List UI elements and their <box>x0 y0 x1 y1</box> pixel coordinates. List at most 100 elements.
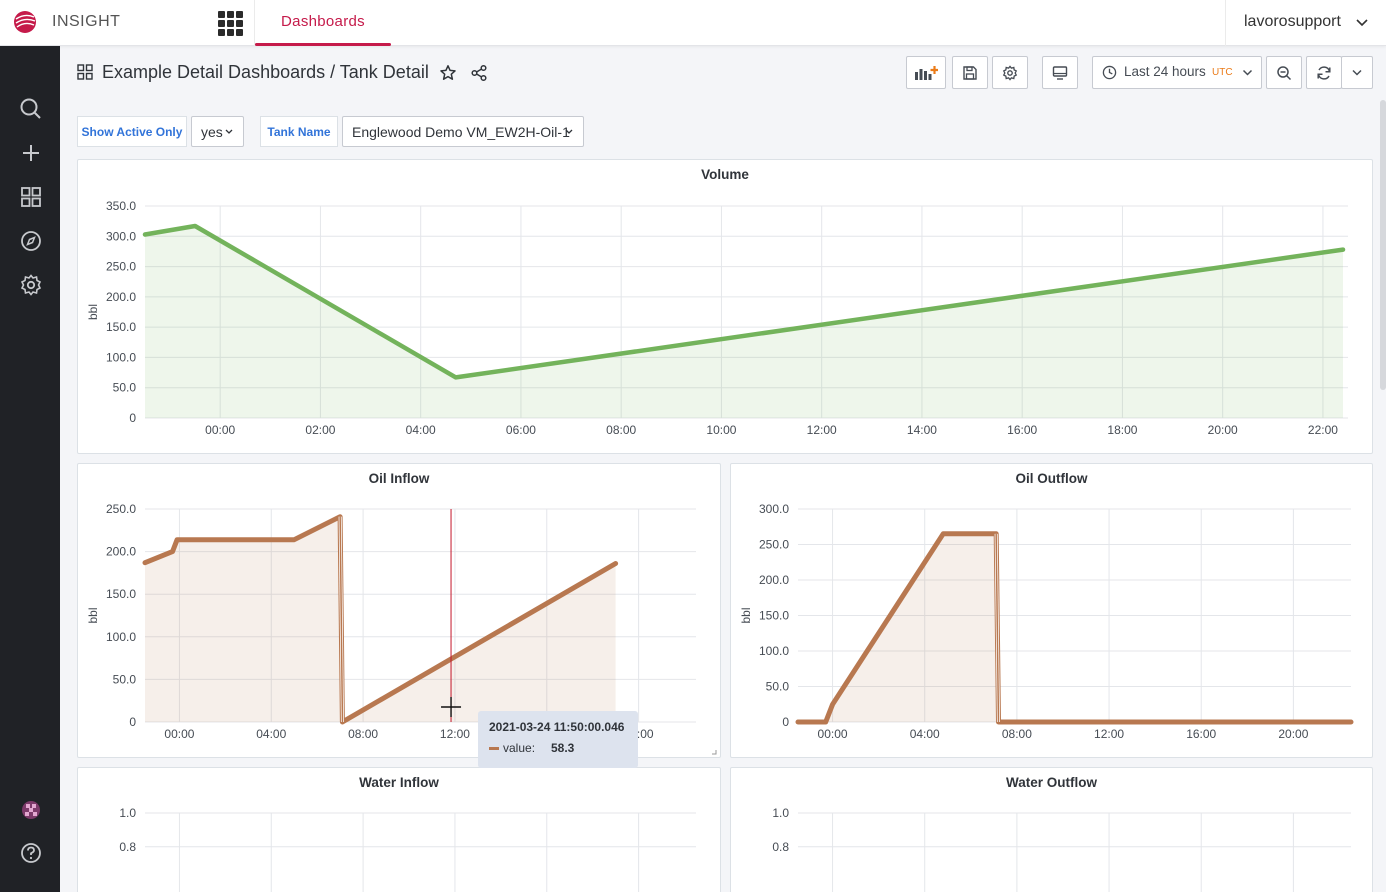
y-tick-label: 0.8 <box>119 840 136 854</box>
share-icon[interactable] <box>470 64 488 82</box>
panel-title: Water Inflow <box>359 775 439 790</box>
apps-grid-icon[interactable] <box>217 10 245 38</box>
tab-divider <box>254 0 255 46</box>
y-tick-label: 250.0 <box>759 538 789 552</box>
panel-water-inflow[interactable]: Water Inflow 1.0 0.8 <box>77 767 721 892</box>
x-tick-label: 08:00 <box>1002 727 1032 741</box>
user-divider <box>1225 0 1226 46</box>
settings-icon[interactable] <box>18 272 44 298</box>
avatar[interactable] <box>18 797 44 823</box>
refresh-interval-dropdown[interactable] <box>1341 56 1373 89</box>
page-title[interactable]: Example Detail Dashboards / Tank Detail <box>102 62 429 82</box>
dashboard-grid-icon <box>77 64 93 80</box>
resize-handle-icon <box>712 750 717 755</box>
y-tick-label: 0 <box>129 715 136 729</box>
refresh-button[interactable] <box>1306 56 1342 89</box>
volume-chart: 350.0 300.0 250.0 200.0 150.0 100.0 50.0 0 00:00… <box>86 199 1348 437</box>
y-axis-label: bbl <box>86 607 100 623</box>
panel-title: Water Outflow <box>1006 775 1097 790</box>
x-tick-label: 20:00 <box>1208 423 1238 437</box>
chevron-down-icon <box>1352 69 1362 76</box>
zoom-out-icon <box>1277 65 1292 80</box>
plus-icon[interactable] <box>18 140 44 166</box>
graph-tooltip: 2021-03-24 11:50:00.046 value: 58.3 <box>478 711 638 768</box>
y-tick-label: 300.0 <box>759 502 789 516</box>
tv-mode-button[interactable] <box>1042 56 1078 89</box>
y-tick-label: 100.0 <box>759 644 789 658</box>
series-line <box>795 531 1354 725</box>
variable-value-tank-name: Englewood Demo VM_EW2H-Oil-1 <box>352 124 570 140</box>
variable-label-show-active: Show Active Only <box>77 116 187 147</box>
y-tick-label: 150.0 <box>106 320 136 334</box>
panel-water-outflow[interactable]: Water Outflow 1.0 0.8 <box>730 767 1373 892</box>
time-range-picker[interactable]: Last 24 hours UTC <box>1092 56 1262 89</box>
variable-label-tank-name: Tank Name <box>260 116 338 147</box>
add-panel-button[interactable] <box>906 56 946 89</box>
chevron-down-icon[interactable] <box>1355 18 1369 28</box>
explore-icon[interactable] <box>18 228 44 254</box>
insight-logo-icon[interactable] <box>12 9 38 35</box>
tooltip-time: 2021-03-24 11:50:00.046 <box>489 720 625 734</box>
tab-active-underline <box>255 43 391 46</box>
y-tick-label: 1.0 <box>772 806 789 820</box>
dashboards-icon[interactable] <box>18 184 44 210</box>
save-button[interactable] <box>952 56 988 89</box>
y-tick-label: 50.0 <box>766 680 790 694</box>
y-tick-label: 250.0 <box>106 260 136 274</box>
x-tick-label: 16:00 <box>1186 727 1216 741</box>
x-tick-label: 04:00 <box>406 423 436 437</box>
tooltip-value: 58.3 <box>551 741 575 755</box>
series-area <box>145 516 616 722</box>
tab-dashboards-label: Dashboards <box>281 13 365 30</box>
y-tick-label: 200.0 <box>106 290 136 304</box>
brand-name: INSIGHT <box>52 13 121 30</box>
x-tick-label: 00:00 <box>205 423 235 437</box>
y-tick-label: 150.0 <box>759 609 789 623</box>
y-tick-label: 300.0 <box>106 229 136 243</box>
x-tick-label: 18:00 <box>1107 423 1137 437</box>
panel-title: Oil Outflow <box>1015 471 1088 486</box>
dashboard-settings-button[interactable] <box>992 56 1028 89</box>
water-inflow-chart: 1.0 0.8 <box>119 806 696 892</box>
y-axis-label: bbl <box>739 607 753 623</box>
panel-oil-inflow[interactable]: Oil Inflow 250.0 200.0 150.0 100.0 50.0 0 00:0… <box>77 463 721 758</box>
zoom-out-button[interactable] <box>1266 56 1302 89</box>
search-icon[interactable] <box>18 96 44 122</box>
variable-select-tank-name[interactable]: Englewood Demo VM_EW2H-Oil-1 <box>342 116 584 147</box>
panel-title: Oil Inflow <box>368 471 430 486</box>
y-tick-label: 150.0 <box>106 587 136 601</box>
timezone-label: UTC <box>1212 67 1233 78</box>
x-tick-label: 20:00 <box>1278 727 1308 741</box>
y-tick-label: 0 <box>129 411 136 425</box>
tab-dashboards[interactable]: Dashboards <box>255 0 391 46</box>
x-tick-label: 12:00 <box>807 423 837 437</box>
series-drop-line <box>995 533 1000 723</box>
water-outflow-chart: 1.0 0.8 <box>772 806 1351 892</box>
x-tick-label: 08:00 <box>348 727 378 741</box>
help-icon[interactable] <box>18 840 44 866</box>
y-tick-label: 0.8 <box>772 840 789 854</box>
add-panel-icon <box>915 65 938 80</box>
variable-value-show-active: yes <box>201 124 223 140</box>
panel-oil-outflow[interactable]: Oil Outflow 300.0 250.0 200.0 150.0 100.0 50.… <box>730 463 1373 758</box>
series-line <box>142 223 1346 380</box>
x-tick-label: 00:00 <box>164 727 194 741</box>
x-tick-label: 10:00 <box>706 423 736 437</box>
chevron-down-icon <box>565 129 573 134</box>
y-tick-label: 50.0 <box>113 381 137 395</box>
y-tick-label: 0 <box>782 715 789 729</box>
x-tick-label: 12:00 <box>440 727 470 741</box>
x-tick-label: 12:00 <box>1094 727 1124 741</box>
variable-select-show-active[interactable]: yes <box>191 116 244 147</box>
clock-icon <box>1102 65 1117 80</box>
page-scrollbar[interactable] <box>1380 100 1386 390</box>
x-tick-label: 22:00 <box>1308 423 1338 437</box>
tooltip-series-label: value: <box>503 741 536 755</box>
star-icon[interactable] <box>439 64 457 82</box>
save-icon <box>963 65 977 80</box>
panel-volume[interactable]: Volume 350.0 300.0 250.0 200.0 150.0 100.0 50.… <box>77 159 1373 454</box>
y-tick-label: 350.0 <box>106 199 136 213</box>
x-tick-label: 00:00 <box>818 727 848 741</box>
user-menu[interactable]: lavorosupport <box>1244 13 1341 30</box>
top-bar: INSIGHT Dashboards lavorosupport <box>0 0 1386 46</box>
